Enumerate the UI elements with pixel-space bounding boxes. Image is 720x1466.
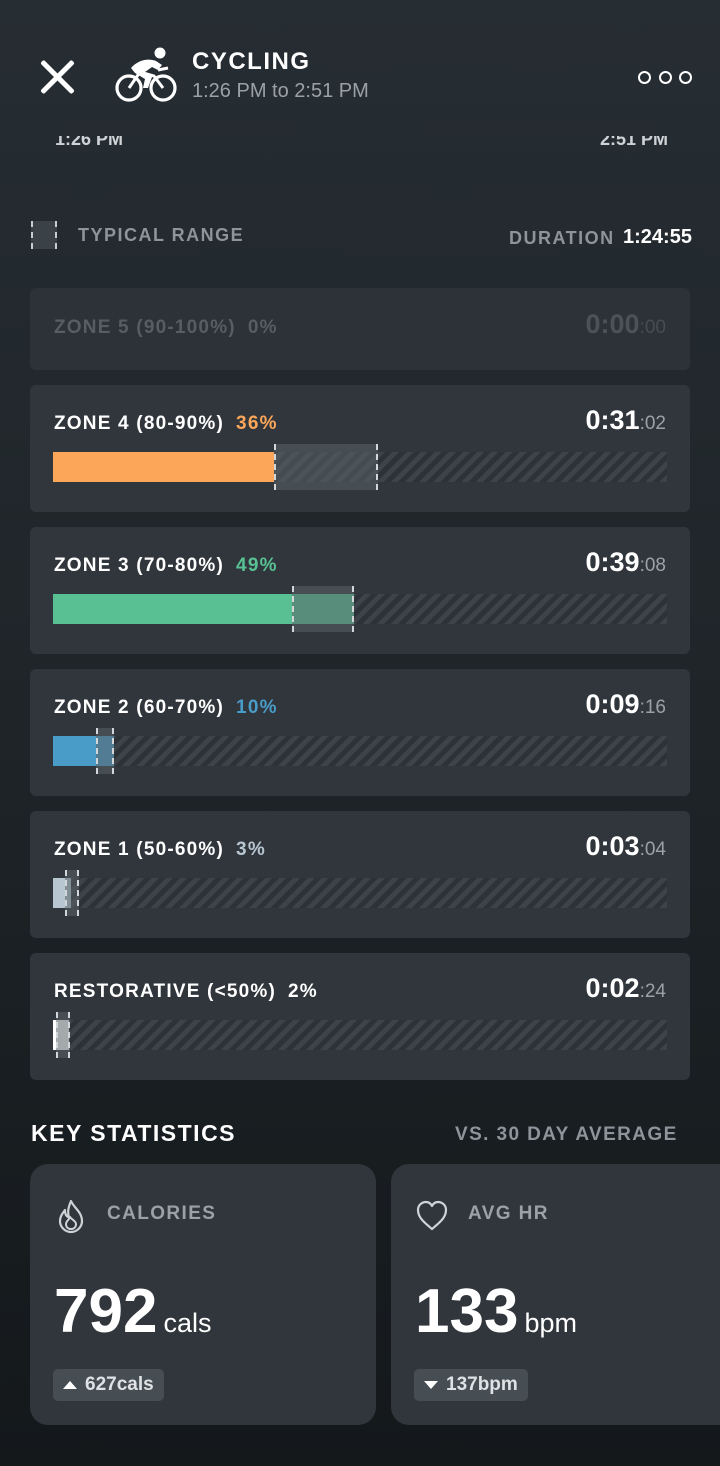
zone-progress-track (53, 870, 667, 916)
typical-range-marker (292, 586, 354, 632)
zone-name: ZONE 5 (90-100%) 0% (54, 317, 278, 338)
zone-card-2[interactable]: ZONE 2 (60-70%) 10% 0:09:16 (30, 669, 690, 796)
typical-range-marker (95, 728, 115, 774)
zone-percent: 49% (236, 555, 278, 576)
timeline-start-label: 1:26 PM (55, 136, 124, 146)
typical-range-marker (65, 870, 80, 916)
flame-icon (58, 1199, 84, 1234)
activity-title: CYCLING (192, 48, 311, 75)
zone-name: ZONE 1 (50-60%) 3% (54, 839, 266, 860)
avg-hr-value: 133 bpm (415, 1277, 577, 1346)
calories-label: CALORIES (107, 1203, 217, 1224)
zone-card-1[interactable]: ZONE 1 (50-60%) 3% 0:03:04 (30, 811, 690, 938)
comparison-period-label: VS. 30 DAY AVERAGE (455, 1124, 678, 1145)
zone-progress-track (53, 586, 667, 632)
zone-percent: 2% (288, 981, 318, 1002)
arrow-up-icon (63, 1381, 77, 1389)
zone-percent: 10% (236, 697, 278, 718)
zone-percent: 0% (247, 317, 278, 338)
zone-progress-track (53, 728, 667, 774)
zone-card-4[interactable]: ZONE 4 (80-90%) 36% 0:31:02 (30, 385, 690, 512)
zone-progress-track (53, 1012, 667, 1058)
cyclist-icon (115, 47, 177, 102)
zone-percent: 3% (236, 839, 266, 860)
zone-time: 0:09:16 (585, 689, 666, 719)
arrow-down-icon (424, 1381, 438, 1389)
avg-hr-card[interactable]: AVG HR 133 bpm 137bpm (391, 1164, 720, 1425)
typical-range-marker (56, 1012, 71, 1058)
calories-card[interactable]: CALORIES 792 cals 627cals (30, 1164, 376, 1425)
avg-hr-delta-badge: 137bpm (414, 1369, 528, 1401)
typical-range-marker (274, 444, 379, 490)
zone-percent: 36% (236, 413, 278, 434)
zone-card-5[interactable]: ZONE 5 (90-100%) 0% 0:00:00 (30, 288, 690, 370)
zone-name: ZONE 3 (70-80%) 49% (54, 555, 278, 576)
zone-card-restorative[interactable]: RESTORATIVE (<50%) 2% 0:02:24 (30, 953, 690, 1080)
key-statistics-title: KEY STATISTICS (31, 1120, 237, 1146)
zone-time: 0:02:24 (585, 973, 666, 1003)
workout-header: CYCLING 1:26 PM to 2:51 PM 1:26 PM 2:51 … (0, 0, 720, 150)
typical-range-legend-label: TYPICAL RANGE (78, 225, 245, 245)
zone-progress-fill (53, 452, 275, 482)
zone-time: 0:39:08 (585, 547, 666, 577)
close-icon[interactable] (38, 58, 76, 96)
zone-progress-track (53, 444, 667, 490)
zone-name: RESTORATIVE (<50%) 2% (54, 981, 318, 1002)
duration-label: DURATION (509, 228, 615, 248)
zone-time: 0:00:00 (585, 309, 666, 339)
calories-delta-badge: 627cals (53, 1369, 164, 1401)
calories-value: 792 cals (54, 1277, 212, 1346)
zone-time: 0:03:04 (585, 831, 666, 861)
activity-time-range: 1:26 PM to 2:51 PM (192, 80, 369, 102)
duration-value: 1:24:55 (623, 226, 692, 248)
zone-name: ZONE 2 (60-70%) 10% (54, 697, 278, 718)
more-options-icon[interactable] (638, 68, 692, 86)
typical-range-legend-icon (31, 221, 57, 249)
zone-card-3[interactable]: ZONE 3 (70-80%) 49% 0:39:08 (30, 527, 690, 654)
zone-time: 0:31:02 (585, 405, 666, 435)
timeline-end-label: 2:51 PM (600, 136, 669, 146)
zone-name: ZONE 4 (80-90%) 36% (54, 413, 278, 434)
avg-hr-label: AVG HR (468, 1203, 549, 1224)
heart-icon (416, 1200, 448, 1231)
